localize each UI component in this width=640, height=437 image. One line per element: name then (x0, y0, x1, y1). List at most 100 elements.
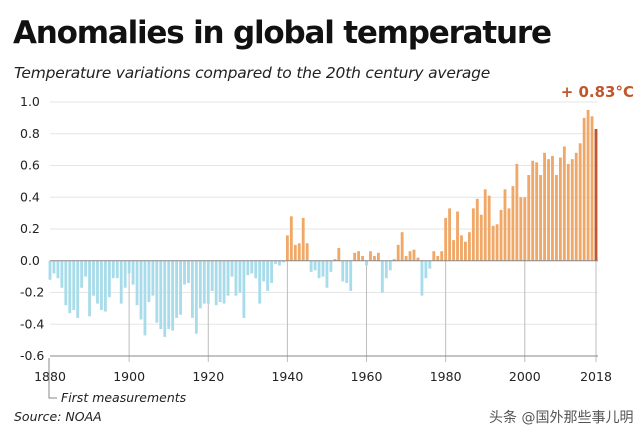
bar (72, 260, 76, 310)
bar (210, 260, 214, 291)
bar (282, 260, 285, 263)
bar (143, 260, 147, 336)
bar (258, 260, 262, 304)
bar (558, 157, 562, 261)
bar (349, 260, 353, 291)
x-tick-labels: 1880 1900 1920 1940 1960 1980 2000 2018 (34, 369, 612, 384)
bar (48, 260, 52, 280)
bar (566, 163, 570, 261)
bar (527, 175, 531, 261)
bar (388, 260, 392, 271)
bar (578, 143, 582, 261)
bar (380, 260, 384, 293)
bar (396, 244, 400, 261)
bar (127, 260, 131, 274)
bar (313, 260, 317, 271)
bar (222, 260, 226, 304)
chart-subtitle: Temperature variations compared to the 2… (14, 64, 491, 82)
y-tick-label: -0.6 (20, 348, 44, 363)
x-tick-label: 2018 (580, 369, 612, 384)
bar (547, 159, 550, 261)
bar (543, 152, 546, 261)
bar (234, 260, 238, 296)
bar (155, 260, 159, 323)
bar (535, 162, 539, 261)
bar (226, 260, 230, 296)
bar (96, 260, 99, 304)
watermark: 头条 @国外那些事儿明 (489, 410, 634, 426)
bar (183, 260, 186, 285)
y-tick-label: 1.0 (20, 94, 40, 109)
bar (115, 260, 119, 279)
bar (412, 249, 416, 261)
bar (68, 260, 72, 314)
bar (151, 260, 155, 296)
bar (440, 251, 444, 261)
bar (337, 248, 341, 261)
bar (499, 209, 503, 261)
bar (52, 260, 56, 274)
bar (262, 260, 266, 282)
x-tick-label: 2000 (509, 369, 541, 384)
bar (416, 257, 420, 261)
bar (84, 260, 88, 277)
y-tick-label: 0.8 (20, 126, 40, 141)
bar (464, 241, 467, 261)
bar (88, 260, 91, 317)
bar (590, 116, 594, 261)
bar (400, 232, 404, 261)
bar (519, 197, 523, 261)
bar (384, 260, 388, 279)
bar (285, 235, 289, 261)
bar (357, 251, 361, 261)
bar (392, 259, 396, 261)
bar (515, 163, 519, 261)
x-axis (50, 260, 598, 357)
y-tick-labels: 1.0 0.8 0.6 0.4 0.2 0.0 -0.2 -0.4 -0.6 (20, 94, 44, 363)
y-tick-label: -0.2 (20, 285, 44, 300)
bar (404, 255, 408, 261)
bar (305, 243, 309, 261)
bar (278, 260, 281, 266)
bar (179, 260, 182, 315)
bar (471, 208, 475, 261)
bar (175, 260, 179, 318)
y-tick-label: 0.2 (20, 221, 40, 236)
bar (242, 260, 246, 318)
bar (475, 198, 479, 261)
first-measurements-bracket (48, 358, 57, 399)
bar (369, 251, 372, 261)
bar (194, 260, 198, 334)
bar (325, 260, 329, 288)
bar (80, 260, 84, 288)
bar (171, 260, 175, 331)
x-tick-label: 1900 (113, 369, 145, 384)
bar (432, 251, 436, 261)
bar (64, 260, 68, 306)
bar (163, 260, 167, 337)
bar (555, 175, 558, 261)
bar (408, 251, 412, 261)
bar (345, 260, 349, 283)
bar (187, 260, 190, 283)
bar (103, 260, 107, 312)
bar (159, 260, 163, 330)
bar (270, 260, 273, 283)
bar (139, 260, 143, 320)
bars (48, 109, 598, 337)
bar (503, 189, 507, 261)
bar (373, 255, 376, 261)
bar (531, 160, 535, 261)
bar (202, 260, 206, 304)
bar (420, 260, 424, 296)
bar (198, 260, 202, 309)
bar (293, 244, 297, 261)
bar (467, 232, 471, 261)
bar (274, 260, 277, 264)
bar (206, 260, 210, 304)
bar (218, 260, 222, 303)
bar (428, 260, 432, 269)
bar (100, 260, 103, 310)
bar (60, 260, 64, 288)
